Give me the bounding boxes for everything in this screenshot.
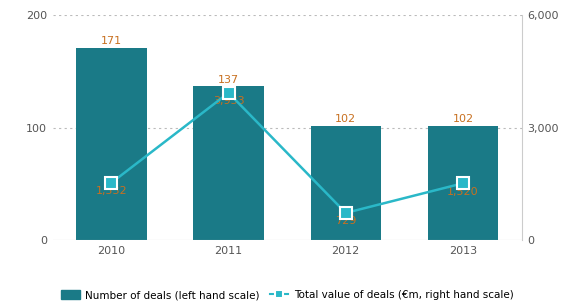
Bar bbox=[193, 86, 264, 240]
Legend: Number of deals (left hand scale), Total value of deals (€m, right hand scale): Number of deals (left hand scale), Total… bbox=[57, 286, 517, 304]
Text: 137: 137 bbox=[218, 75, 239, 84]
Text: 1,532: 1,532 bbox=[96, 186, 127, 196]
Text: 171: 171 bbox=[101, 36, 122, 46]
Text: 1,520: 1,520 bbox=[447, 187, 479, 197]
Text: 102: 102 bbox=[452, 114, 473, 124]
Text: 3,933: 3,933 bbox=[213, 96, 244, 106]
Bar bbox=[76, 48, 146, 240]
Text: 102: 102 bbox=[335, 114, 356, 124]
Text: 729: 729 bbox=[335, 216, 356, 226]
Bar bbox=[311, 126, 381, 240]
Bar bbox=[428, 126, 498, 240]
